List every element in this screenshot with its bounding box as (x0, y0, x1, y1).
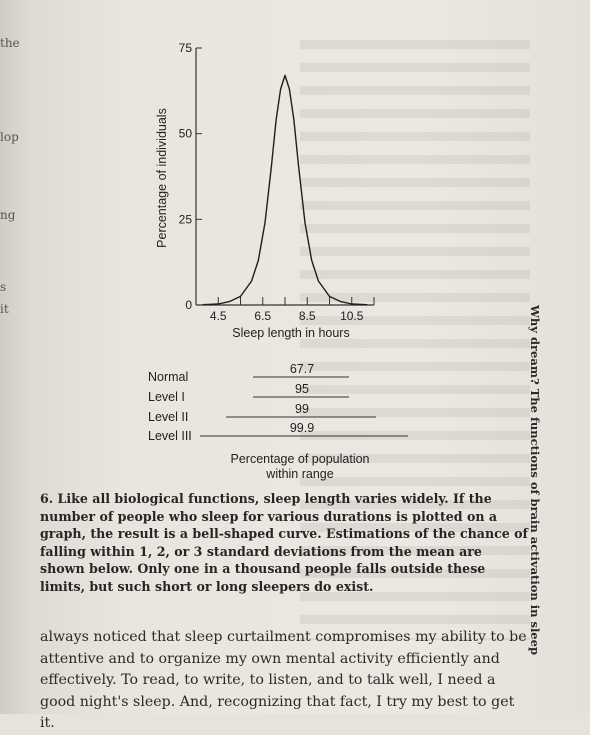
x-tick-label: 6.5 (254, 309, 271, 323)
range-label: Level III (148, 429, 192, 443)
range-label: Level I (148, 390, 185, 404)
body-paragraph: always noticed that sleep curtailment co… (40, 629, 527, 731)
bell-curve (202, 74, 368, 306)
y-axis-label: Percentage of individuals (155, 108, 169, 248)
y-tick-label: 75 (179, 41, 193, 55)
edge-fragment: lop (0, 130, 19, 144)
range-value: 99 (295, 402, 309, 416)
table-axis-label: Percentage of population (231, 452, 370, 466)
range-label: Normal (148, 370, 188, 384)
range-value: 67.7 (290, 362, 314, 376)
range-label: Level II (148, 410, 188, 424)
edge-fragment: it (0, 302, 9, 316)
bleed-through-text (300, 40, 530, 640)
table-axis-label: within range (265, 467, 333, 481)
y-tick-label: 50 (179, 127, 193, 141)
edge-fragment: s (0, 280, 7, 294)
x-tick-label: 10.5 (340, 309, 364, 323)
x-axis-label: Sleep length in hours (232, 326, 349, 340)
x-tick-label: 4.5 (210, 309, 227, 323)
y-tick-label: 25 (179, 212, 193, 226)
edge-fragment: the (0, 36, 20, 50)
y-tick-label: 0 (185, 298, 192, 312)
range-value: 99.9 (290, 421, 314, 435)
x-tick-label: 8.5 (299, 309, 316, 323)
running-head: Why dream? The functions of brain activa… (528, 305, 542, 655)
edge-fragment: ng (0, 208, 16, 222)
range-value: 95 (295, 382, 309, 396)
figure: 0 25 50 75 4.5 6.5 8.5 10.5 Sleep length in hour… (148, 41, 408, 481)
figure-caption: 6. Like all biological functions, sleep … (40, 491, 528, 594)
